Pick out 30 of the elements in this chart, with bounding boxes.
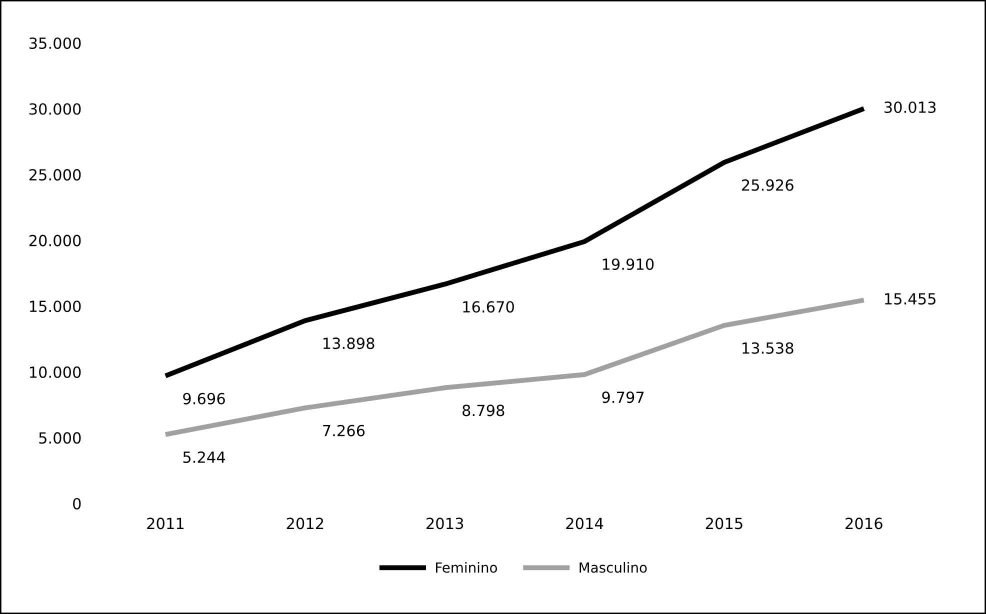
x-tick-label: 2016 (846, 518, 882, 530)
x-tick-label: 2012 (286, 518, 324, 530)
y-tick-label: 0 (73, 498, 81, 510)
y-tick-label: 25.000 (29, 169, 81, 181)
legend-label: Masculino (580, 562, 647, 573)
y-tick-label: 15.000 (30, 300, 81, 312)
x-tick-label: 2015 (706, 518, 742, 530)
data-label: 8.798 (462, 404, 504, 416)
y-tick-label: 30.000 (29, 103, 81, 115)
data-label: 13.898 (324, 338, 374, 350)
x-tick-label: 2013 (426, 518, 464, 530)
x-tick-label: 2014 (566, 518, 604, 530)
data-label: 5.244 (183, 451, 226, 463)
y-tick-label: 5.000 (39, 432, 81, 444)
data-label: 9.797 (602, 392, 644, 404)
line-series (163, 106, 866, 378)
data-label: 25.926 (742, 179, 794, 191)
y-tick-label: 35.000 (29, 37, 81, 49)
line-series (163, 298, 866, 437)
data-label: 19.910 (602, 258, 654, 270)
y-tick-label: 20.000 (29, 234, 81, 246)
data-label: 9.696 (183, 392, 225, 404)
data-label: 15.455 (885, 293, 936, 305)
legend-label: Feminino (436, 562, 498, 573)
data-label: 7.266 (323, 424, 365, 436)
x-tick-label: 2011 (147, 518, 184, 530)
data-label: 16.670 (463, 301, 514, 313)
y-tick-label: 10.000 (30, 366, 81, 378)
data-label: 30.013 (884, 101, 936, 114)
data-label: 13.538 (742, 342, 794, 354)
